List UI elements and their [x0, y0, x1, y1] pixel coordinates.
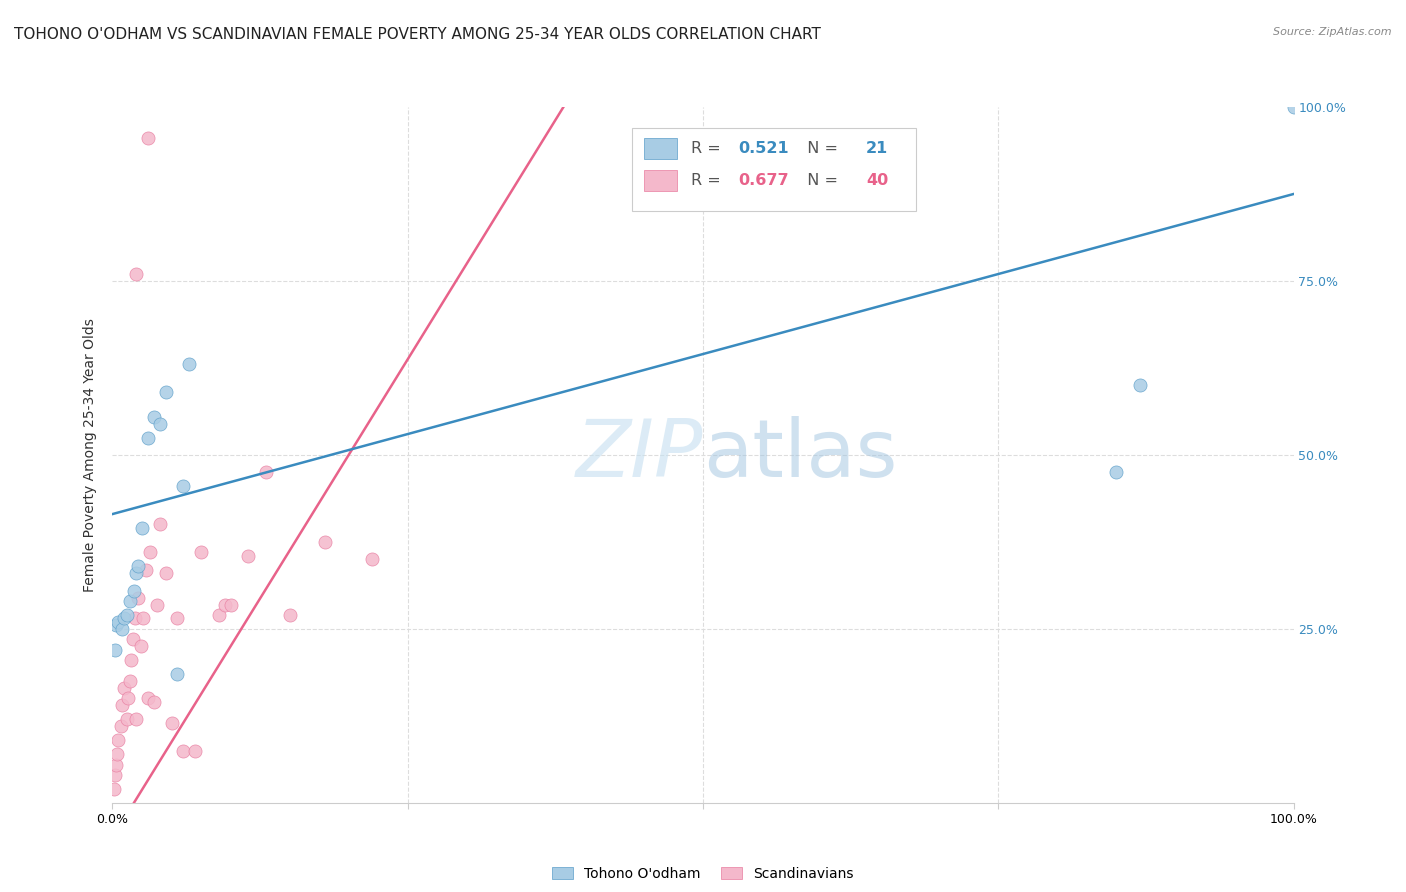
- Point: [125, 267, 148, 281]
- Point: [105, 757, 128, 772]
- Point: [127, 559, 149, 574]
- FancyBboxPatch shape: [644, 137, 678, 159]
- Point: [155, 385, 177, 400]
- Point: [166, 667, 188, 681]
- Point: [314, 535, 336, 549]
- Point: [155, 566, 177, 581]
- Point: [122, 583, 145, 598]
- Point: [120, 653, 142, 667]
- Point: [254, 466, 277, 480]
- Point: [111, 622, 134, 636]
- Text: N =: N =: [797, 173, 844, 188]
- Point: [278, 607, 301, 622]
- Point: [136, 691, 159, 706]
- Point: [190, 545, 212, 559]
- Point: [121, 632, 143, 647]
- Point: [135, 563, 157, 577]
- Text: atlas: atlas: [703, 416, 897, 494]
- Point: [115, 712, 138, 726]
- Text: 21: 21: [866, 141, 889, 156]
- Point: [110, 719, 132, 733]
- Point: [131, 521, 153, 535]
- Point: [112, 611, 135, 625]
- Point: [107, 615, 129, 629]
- FancyBboxPatch shape: [633, 128, 915, 211]
- Point: [127, 591, 149, 605]
- Point: [238, 549, 260, 563]
- Point: [120, 594, 142, 608]
- Point: [105, 618, 128, 632]
- Text: TOHONO O'ODHAM VS SCANDINAVIAN FEMALE POVERTY AMONG 25-34 YEAR OLDS CORRELATION : TOHONO O'ODHAM VS SCANDINAVIAN FEMALE PO…: [14, 27, 821, 42]
- Point: [104, 642, 127, 657]
- Point: [361, 552, 384, 566]
- Point: [179, 358, 201, 372]
- Point: [115, 607, 138, 622]
- Point: [125, 712, 148, 726]
- Point: [149, 417, 172, 431]
- Point: [184, 744, 207, 758]
- Text: R =: R =: [692, 173, 725, 188]
- Text: Source: ZipAtlas.com: Source: ZipAtlas.com: [1274, 27, 1392, 37]
- Point: [124, 611, 146, 625]
- FancyBboxPatch shape: [644, 169, 678, 191]
- Text: ZIP: ZIP: [575, 416, 703, 494]
- Point: [172, 479, 194, 493]
- Point: [107, 733, 129, 747]
- Text: N =: N =: [797, 141, 844, 156]
- Point: [125, 566, 148, 581]
- Point: [166, 611, 188, 625]
- Text: 0.521: 0.521: [738, 141, 789, 156]
- Point: [1129, 378, 1152, 392]
- Point: [146, 598, 169, 612]
- Legend: Tohono O'odham, Scandinavians: Tohono O'odham, Scandinavians: [547, 861, 859, 887]
- Point: [149, 517, 172, 532]
- Point: [214, 598, 236, 612]
- Text: 40: 40: [866, 173, 889, 188]
- Point: [1105, 466, 1128, 480]
- Point: [1282, 100, 1305, 114]
- Point: [136, 131, 159, 145]
- Point: [142, 409, 165, 424]
- Y-axis label: Female Poverty Among 25-34 Year Olds: Female Poverty Among 25-34 Year Olds: [83, 318, 97, 592]
- Point: [139, 545, 162, 559]
- Point: [105, 747, 128, 761]
- Point: [132, 611, 155, 625]
- Point: [160, 715, 183, 730]
- Point: [136, 431, 159, 445]
- Point: [104, 768, 127, 782]
- Text: R =: R =: [692, 141, 725, 156]
- Point: [172, 744, 194, 758]
- Text: 0.677: 0.677: [738, 173, 789, 188]
- Point: [117, 691, 139, 706]
- Point: [208, 607, 231, 622]
- Point: [112, 681, 135, 695]
- Point: [219, 598, 242, 612]
- Point: [120, 674, 142, 689]
- Point: [111, 698, 134, 713]
- Point: [142, 695, 165, 709]
- Point: [103, 781, 125, 796]
- Point: [129, 639, 152, 653]
